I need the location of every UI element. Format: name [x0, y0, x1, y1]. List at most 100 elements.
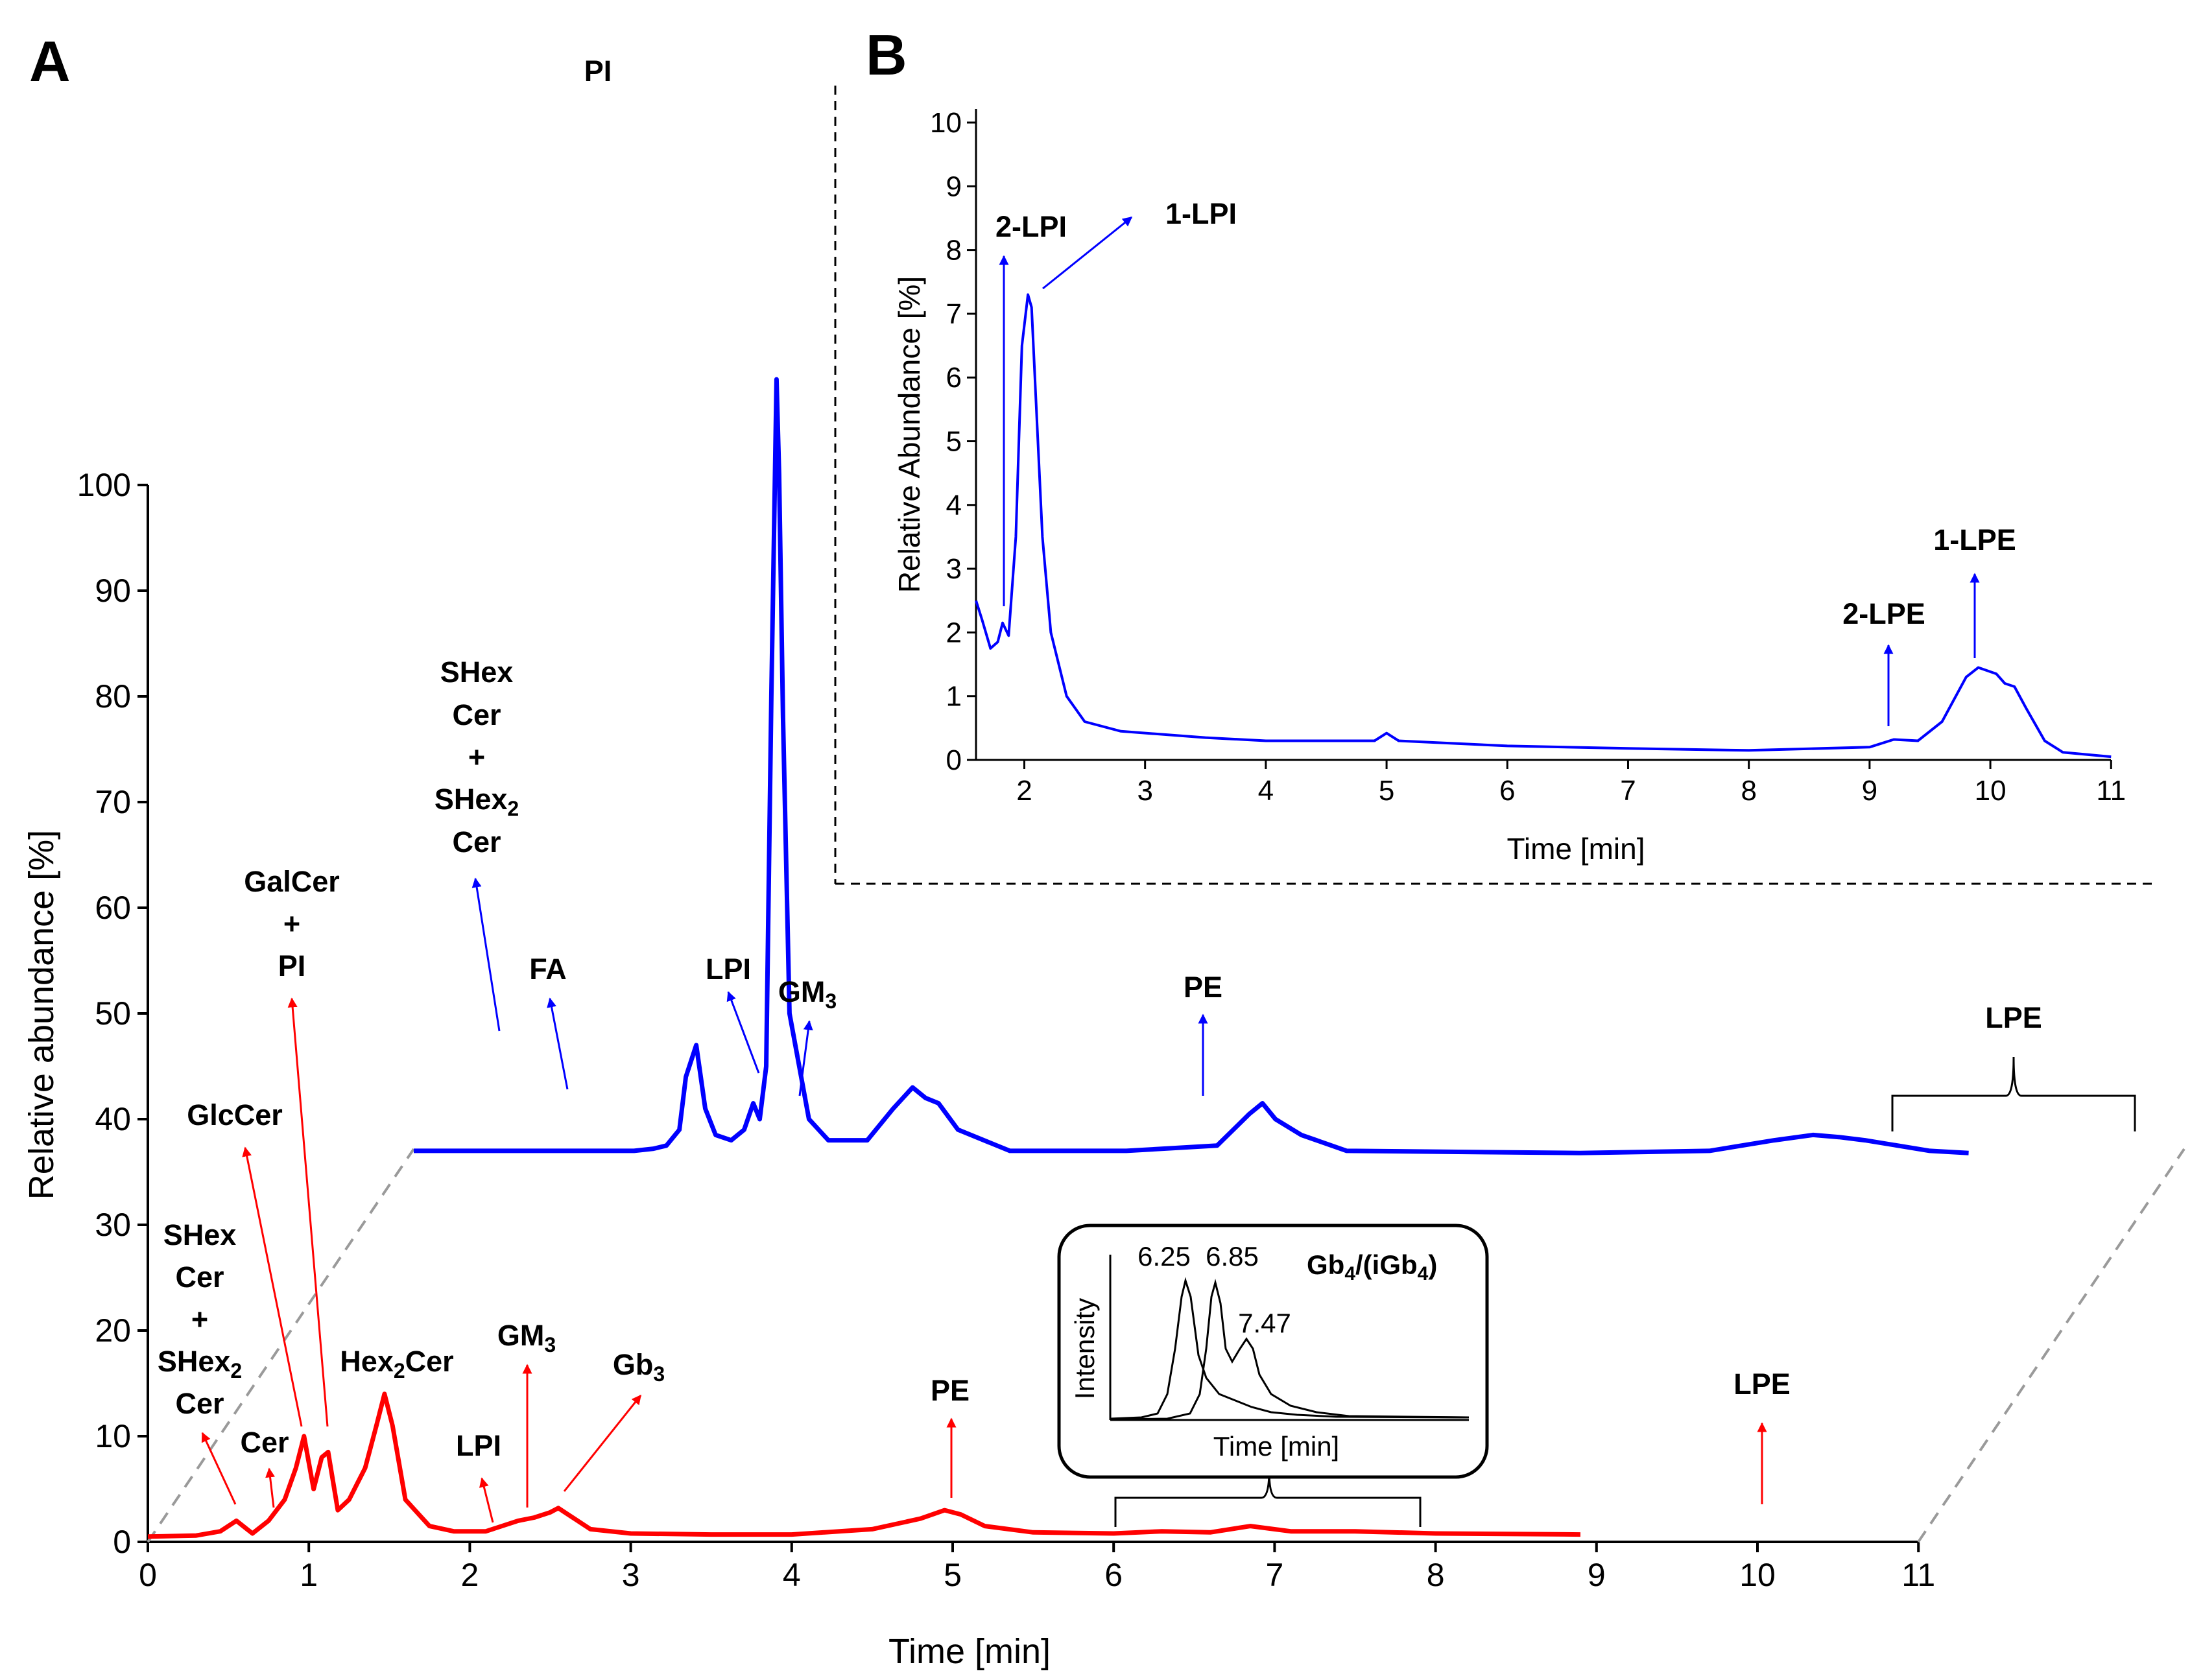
- y-tick-label: 60: [95, 890, 131, 926]
- label-shexcer-red-4: SHex2: [158, 1345, 242, 1382]
- b-y-tick-label: 5: [946, 426, 962, 458]
- perspective-line-right: [1917, 1148, 2185, 1543]
- arrow-gm3-blue: [798, 1020, 813, 1096]
- label-shexcer-blue-1: SHex: [440, 656, 514, 689]
- b-y-tick-label: 1: [946, 681, 962, 713]
- label-2-lpi: 2-LPI: [995, 210, 1067, 243]
- label-1-lpe: 1-LPE: [1933, 523, 2016, 556]
- label-glccer: GlcCer: [187, 1098, 283, 1131]
- brace-gb4: [1114, 1470, 1422, 1527]
- panel-b-chart: 2 3 4 5 6 7 8 9 10 11 0 1 2 3 4 5 6 7 8 9 10 Time [min] Rela…: [834, 86, 2152, 885]
- y-tick-label: 10: [95, 1418, 131, 1454]
- arrow-glccer: [242, 1146, 303, 1427]
- panel-b-letter: B: [866, 23, 907, 87]
- x-tick-label: 11: [1901, 1557, 1935, 1593]
- label-lpi-red: LPI: [456, 1429, 501, 1462]
- gb4-inset-xlabel: Time [min]: [1213, 1431, 1339, 1461]
- label-shexcer-blue-3: +: [468, 740, 485, 774]
- label-shexcer-red-5: Cer: [175, 1387, 224, 1420]
- panel-b-trace: [975, 293, 2112, 759]
- panel-a-xlabel: Time [min]: [888, 1632, 1051, 1671]
- label-shexcer-blue-5: Cer: [452, 825, 501, 858]
- label-2-lpe: 2-LPE: [1842, 597, 1925, 630]
- arrow-cer: [265, 1467, 276, 1508]
- b-y-tick-label: 2: [946, 617, 962, 648]
- label-1-lpi: 1-LPI: [1165, 197, 1237, 230]
- x-tick-label: 9: [1588, 1557, 1606, 1593]
- b-y-tick-label: 10: [930, 107, 962, 139]
- b-x-tick-label: 4: [1258, 775, 1274, 807]
- y-tick-label: 20: [95, 1312, 131, 1349]
- gb4-inset-title: Gb4/(iGb4): [1307, 1249, 1437, 1284]
- x-tick-label: 1: [300, 1557, 318, 1593]
- x-tick-label: 7: [1265, 1557, 1283, 1593]
- label-lpe-blue: LPE: [1985, 1001, 2042, 1034]
- label-lpe-red: LPE: [1733, 1367, 1791, 1401]
- arrow-fa: [547, 997, 569, 1090]
- label-fa: FA: [529, 952, 567, 986]
- b-x-tick-label: 7: [1620, 775, 1636, 807]
- b-y-tick-label: 0: [946, 744, 962, 776]
- y-tick-label: 50: [95, 995, 131, 1032]
- arrow-galcer: [287, 997, 329, 1427]
- y-tick-label: 40: [95, 1101, 131, 1137]
- arrow-gb3: [563, 1394, 642, 1492]
- label-cer: Cer: [240, 1426, 289, 1459]
- red-trace: [147, 1391, 1581, 1539]
- b-y-tick-label: 7: [946, 298, 962, 330]
- blue-trace: [414, 377, 1969, 1155]
- label-galcer-1: GalCer: [244, 865, 340, 898]
- x-tick-label: 0: [139, 1557, 157, 1593]
- y-tick-label: 0: [113, 1524, 131, 1560]
- x-tick-label: 8: [1427, 1557, 1445, 1593]
- x-tick-label: 4: [783, 1557, 801, 1593]
- label-pe-red: PE: [931, 1374, 970, 1407]
- b-y-tick-label: 9: [946, 171, 962, 202]
- label-gm3-blue: GM3: [778, 975, 837, 1013]
- panel-a-ylabel: Relative abundance [%]: [22, 830, 61, 1200]
- b-y-tick-label: 8: [946, 235, 962, 266]
- b-x-tick-label: 5: [1379, 775, 1394, 807]
- gb4-trace-2: [1110, 1279, 1470, 1421]
- gb4-inset-ylabel: Intensity: [1069, 1298, 1100, 1399]
- arrow-shexcer-red: [201, 1432, 237, 1505]
- x-tick-label: 6: [1104, 1557, 1123, 1593]
- arrow-lpi-red: [479, 1477, 494, 1523]
- label-galcer-2: +: [283, 907, 300, 940]
- arrow-lpi-blue: [726, 991, 760, 1074]
- label-gb3: Gb3: [613, 1348, 665, 1386]
- panel-a-letter: A: [29, 29, 71, 93]
- panel-b-xlabel: Time [min]: [1507, 832, 1645, 866]
- x-tick-label: 10: [1739, 1557, 1776, 1593]
- b-x-tick-label: 9: [1862, 775, 1877, 807]
- b-x-tick-label: 11: [2096, 775, 2126, 807]
- b-x-tick-label: 2: [1016, 775, 1032, 807]
- label-shexcer-red-2: Cer: [175, 1260, 224, 1294]
- gb4-inset: Intensity Time [min] Gb4/(iGb4) 6.25 6.8…: [1057, 1224, 1489, 1479]
- label-hex2cer: Hex2Cer: [340, 1345, 453, 1382]
- panel-b-ticks: 2 3 4 5 6 7 8 9 10 11 0 1 2 3 4 5 6 7 8 9 10: [930, 107, 2126, 807]
- b-x-tick-label: 10: [1975, 775, 2007, 807]
- b-x-tick-label: 6: [1499, 775, 1515, 807]
- arrow-1-lpi: [1042, 216, 1133, 290]
- b-y-tick-label: 6: [946, 362, 962, 394]
- gb4-peak-label-2: 6.85: [1206, 1241, 1259, 1272]
- y-tick-label: 70: [95, 784, 131, 820]
- b-x-tick-label: 8: [1741, 775, 1756, 807]
- label-shexcer-red-1: SHex: [163, 1218, 237, 1251]
- y-tick-label: 100: [77, 467, 131, 503]
- gb4-peak-label-3: 7.47: [1238, 1308, 1291, 1338]
- b-y-tick-label: 3: [946, 553, 962, 585]
- label-shexcer-blue-4: SHex2: [435, 783, 519, 820]
- label-shexcer-blue-2: Cer: [452, 698, 501, 731]
- label-pi-top: PI: [584, 54, 612, 88]
- y-tick-label: 80: [95, 678, 131, 715]
- label-gm3-red: GM3: [497, 1319, 556, 1356]
- y-tick-label: 90: [95, 573, 131, 609]
- label-shexcer-red-3: +: [191, 1303, 208, 1336]
- gb4-trace-1: [1110, 1277, 1470, 1420]
- label-galcer-3: PI: [278, 949, 306, 982]
